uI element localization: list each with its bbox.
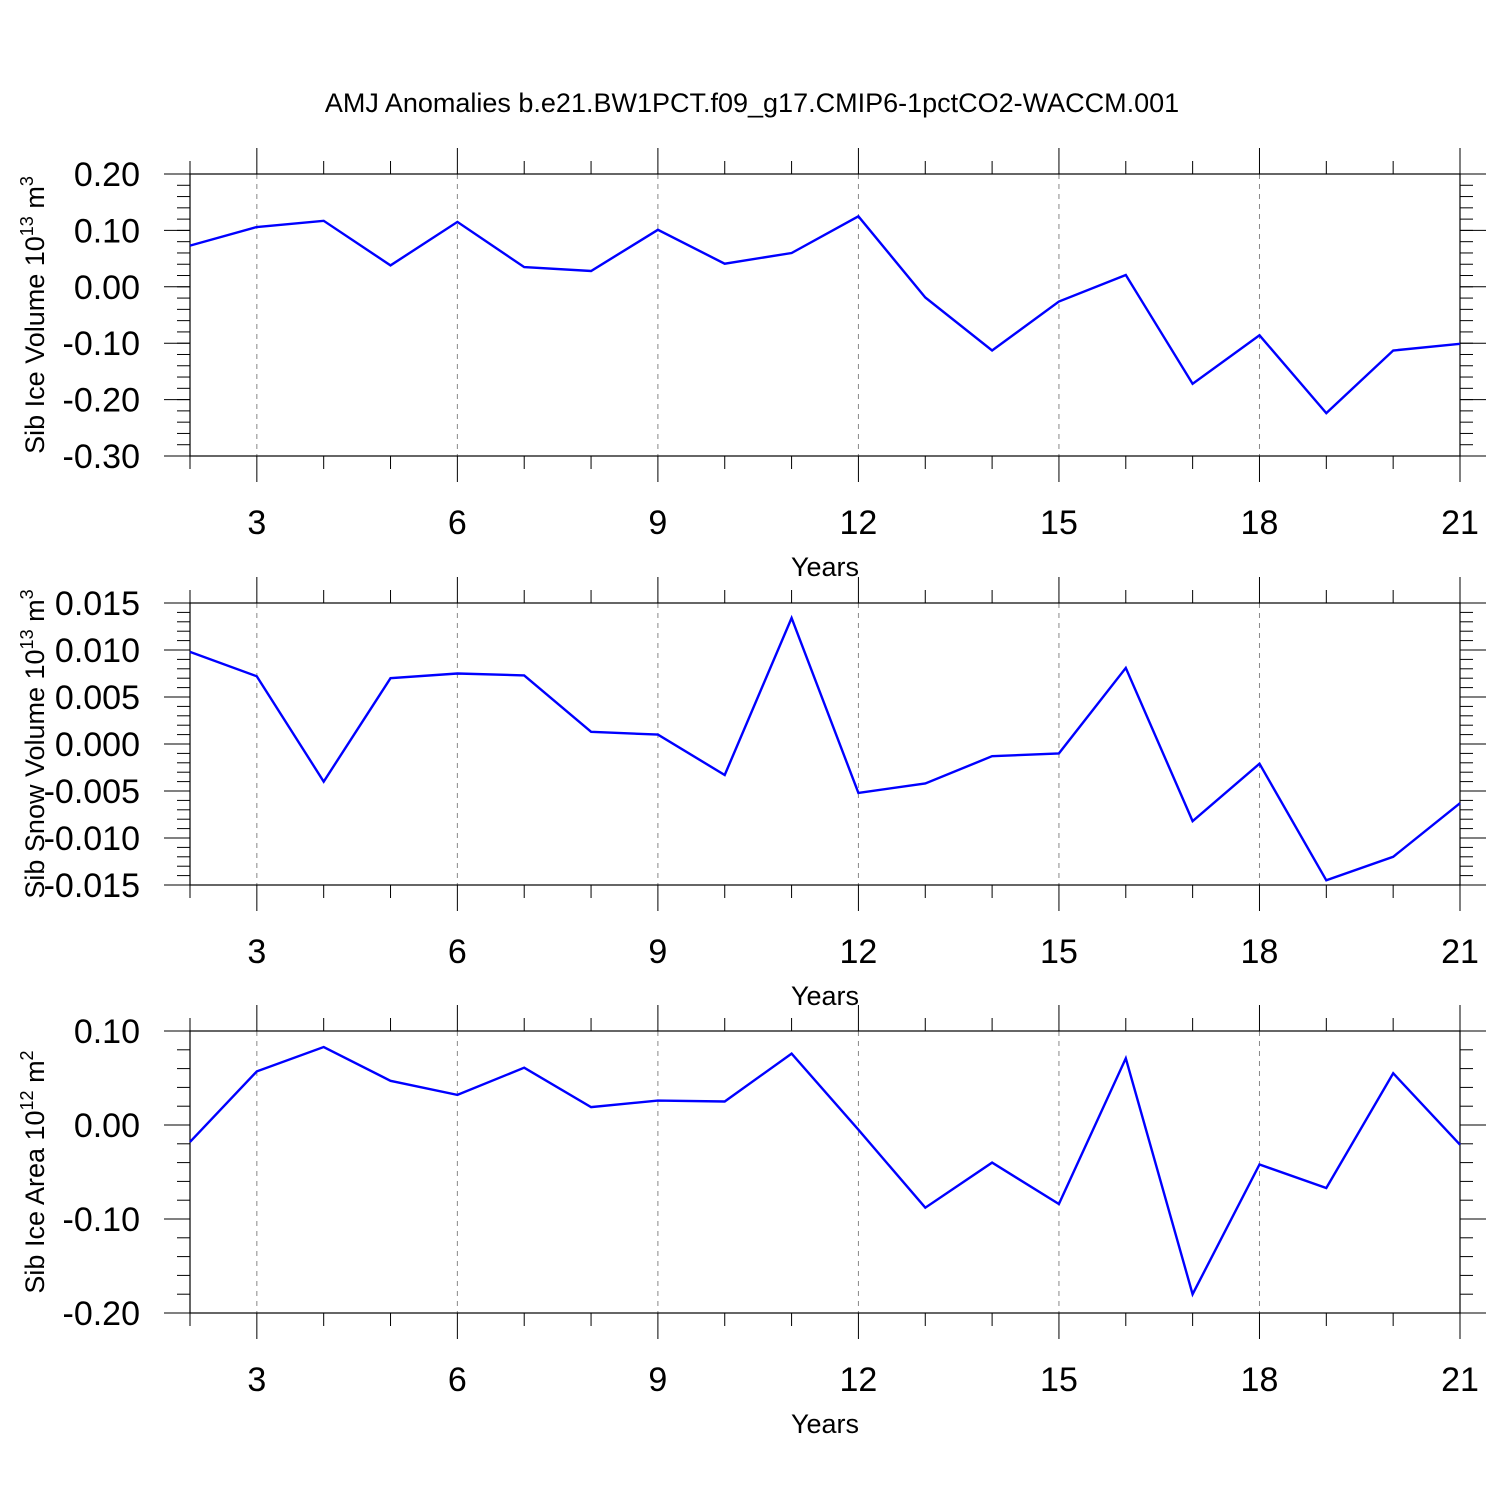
- x-tick-label: 15: [1040, 504, 1078, 542]
- x-tick-label: 6: [448, 504, 467, 542]
- x-tick-label: 18: [1241, 1361, 1279, 1399]
- y-tick-label: 0.010: [55, 632, 140, 670]
- x-tick-label: 9: [648, 1361, 667, 1399]
- x-axis-label: Years: [791, 1409, 859, 1439]
- y-tick-label: -0.10: [63, 325, 141, 363]
- x-tick-label: 6: [448, 933, 467, 971]
- y-tick-label: 0.20: [74, 156, 140, 194]
- y-tick-label: -0.20: [63, 1295, 141, 1333]
- panel-2: 3 6 9 12 15 18 21 Years 0.015 0.010 0.005 0.000 -0.0…: [17, 577, 1486, 1011]
- plot-frame: [189, 602, 1461, 886]
- y-tick-label: -0.015: [44, 867, 140, 905]
- x-tick-label: 18: [1241, 933, 1279, 971]
- plot-frame: [189, 1030, 1461, 1314]
- series-line: [189, 214, 1461, 415]
- y-axis-label: Sib Ice Volume 1013 m3: [17, 176, 50, 454]
- x-tick-label: 12: [840, 1361, 878, 1399]
- x-tick-label: 18: [1241, 504, 1279, 542]
- series-line: [189, 614, 1461, 882]
- x-axis-label: Years: [791, 552, 859, 582]
- y-tick-label: -0.005: [44, 773, 140, 811]
- x-tick-label: 21: [1441, 933, 1479, 971]
- y-tick-label: -0.10: [63, 1201, 141, 1239]
- x-tick-label: 21: [1441, 504, 1479, 542]
- plot-frame: [189, 173, 1461, 457]
- y-tick-label: 0.015: [55, 585, 140, 623]
- x-axis-label: Years: [791, 981, 859, 1011]
- x-tick-label: 3: [247, 504, 266, 542]
- panel-1: 3 6 9 12 15 18 21 Years 0.20 0.10 0.00 -0.10 -0.20 -0…: [17, 148, 1486, 582]
- figure-title: AMJ Anomalies b.e21.BW1PCT.f09_g17.CMIP6…: [325, 88, 1179, 118]
- y-axis-label: Sib Snow Volume 1013 m3: [17, 589, 50, 898]
- x-tick-label: 12: [840, 504, 878, 542]
- y-tick-label: 0.10: [74, 212, 140, 250]
- x-tick-label: 21: [1441, 1361, 1479, 1399]
- y-tick-label: -0.30: [63, 438, 141, 476]
- x-tick-label: 15: [1040, 933, 1078, 971]
- x-tick-label: 3: [247, 933, 266, 971]
- panel-3: 3 6 9 12 15 18 21 Years 0.10 0.00 -0.10 -0.20 Sib Ic…: [17, 1005, 1486, 1439]
- y-tick-label: 0.005: [55, 679, 140, 717]
- y-tick-label: 0.000: [55, 726, 140, 764]
- y-tick-label: 0.00: [74, 269, 140, 307]
- y-tick-label: -0.010: [44, 820, 140, 858]
- x-tick-label: 9: [648, 933, 667, 971]
- x-tick-label: 12: [840, 933, 878, 971]
- x-tick-label: 9: [648, 504, 667, 542]
- y-tick-label: 0.10: [74, 1013, 140, 1051]
- y-tick-label: 0.00: [74, 1107, 140, 1145]
- x-tick-label: 6: [448, 1361, 467, 1399]
- x-tick-label: 15: [1040, 1361, 1078, 1399]
- y-tick-label: -0.20: [63, 382, 141, 420]
- x-tick-label: 3: [247, 1361, 266, 1399]
- y-axis-label: Sib Ice Area 1012 m2: [17, 1050, 50, 1293]
- series-line: [189, 1045, 1461, 1298]
